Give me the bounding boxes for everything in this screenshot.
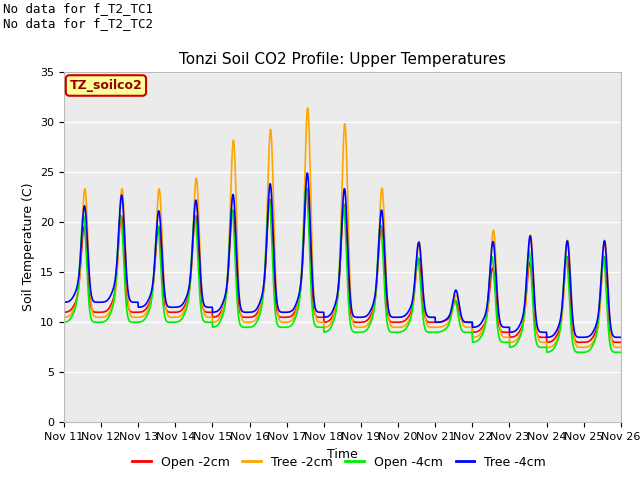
Text: No data for f_T2_TC2: No data for f_T2_TC2 <box>3 17 153 30</box>
Title: Tonzi Soil CO2 Profile: Upper Temperatures: Tonzi Soil CO2 Profile: Upper Temperatur… <box>179 52 506 67</box>
Y-axis label: Soil Temperature (C): Soil Temperature (C) <box>22 183 35 312</box>
Text: TZ_soilco2: TZ_soilco2 <box>70 79 142 92</box>
X-axis label: Time: Time <box>327 448 358 461</box>
Text: No data for f_T2_TC1: No data for f_T2_TC1 <box>3 2 153 15</box>
Legend: Open -2cm, Tree -2cm, Open -4cm, Tree -4cm: Open -2cm, Tree -2cm, Open -4cm, Tree -4… <box>127 451 551 474</box>
